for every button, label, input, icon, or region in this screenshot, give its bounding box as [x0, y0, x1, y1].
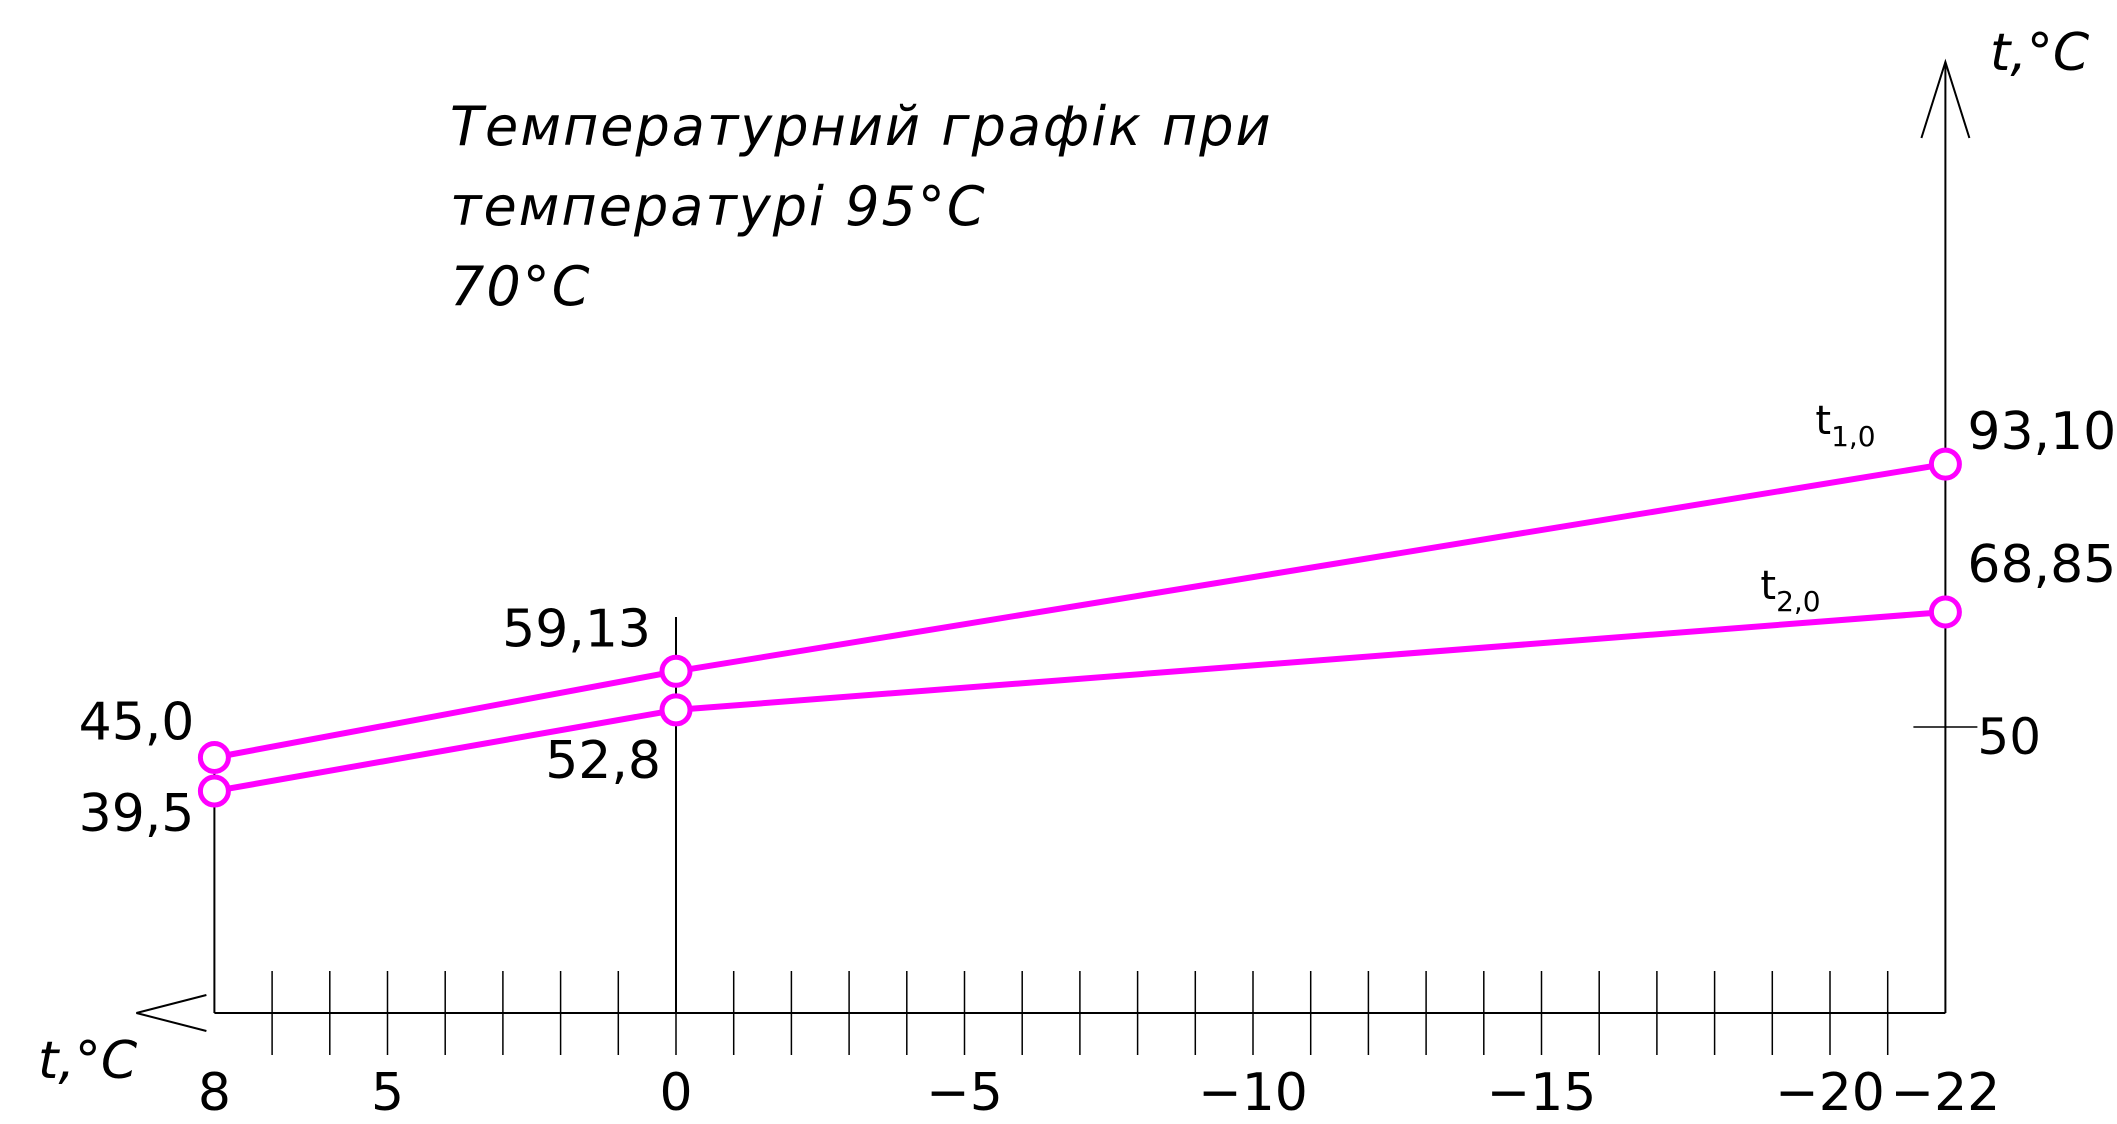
x-axis-label: t,°C [38, 1031, 138, 1091]
series-name-label: t2,0 [1760, 563, 1820, 618]
x-tick-label: 8 [198, 1063, 231, 1123]
y-axis-label: t,°C [1990, 23, 2090, 83]
x-tick-label: −5 [926, 1063, 1003, 1123]
data-label: 45,0 [79, 693, 195, 753]
y-axis-arrow [1920, 58, 1971, 139]
data-point [659, 693, 693, 727]
chart-title-line-2: температурі 95°C [450, 175, 987, 238]
x-tick-label: −15 [1487, 1063, 1597, 1123]
data-label: 39,5 [79, 784, 195, 844]
data-label: 59,13 [502, 599, 651, 659]
data-point [1928, 595, 1962, 629]
series-line-2 [213, 609, 1946, 795]
data-label: 52,8 [545, 731, 661, 791]
data-point [1928, 447, 1962, 481]
x-tick-label: 5 [371, 1063, 404, 1123]
x-axis-arrow [136, 994, 207, 1032]
data-point [197, 774, 231, 808]
chart-title-line-3: 70°C [450, 255, 592, 318]
x-tick-label: −22 [1891, 1063, 2001, 1123]
y-tick-label: 50 [1977, 708, 2041, 766]
series-name-label: t1,0 [1815, 398, 1875, 453]
x-tick-label: 0 [659, 1063, 692, 1123]
data-label: 68,85 [1967, 535, 2116, 595]
x-tick-label: −20 [1775, 1063, 1885, 1123]
data-label: 93,10 [1967, 402, 2116, 462]
series-line-1 [213, 461, 1946, 761]
data-point [659, 654, 693, 688]
data-point [197, 741, 231, 774]
x-tick-label: −10 [1198, 1063, 1308, 1123]
chart-title-line-1: Температурний графік при [450, 95, 1273, 158]
